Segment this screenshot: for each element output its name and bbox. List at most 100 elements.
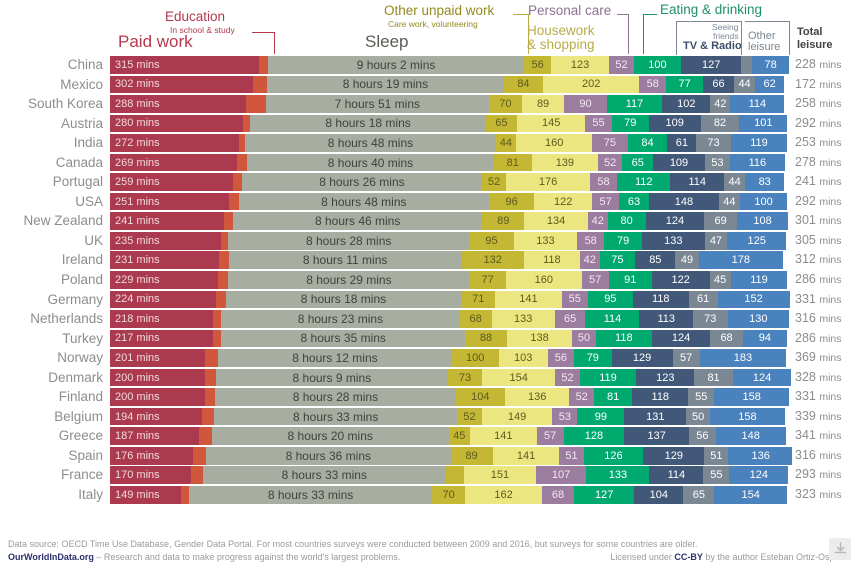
bar-segment-housework-shopping[interactable]: 145: [516, 114, 586, 133]
bar-segment-seeing-friends[interactable]: 45: [709, 271, 731, 289]
bar-segment-sleep[interactable]: 8 hours 48 mins: [238, 192, 489, 211]
table-row[interactable]: Mexico 302 mins 8 hours 19 mins 84 202 58 77 66…: [0, 75, 857, 95]
bar-segment-paid-work[interactable]: 200 mins: [110, 388, 205, 406]
bar-segment-other-unpaid-work[interactable]: 71: [461, 290, 496, 309]
bar-segment-housework-shopping[interactable]: 160: [505, 271, 582, 289]
table-row[interactable]: Netherlands 218 mins 8 hours 23 mins 68 133 6…: [0, 309, 857, 329]
bar-segment-tv-radio[interactable]: 109: [653, 153, 705, 172]
bar-segment-paid-work[interactable]: 200 mins: [110, 368, 205, 387]
bar-segment-paid-work[interactable]: 224 mins: [110, 290, 217, 309]
bar-segment-eating-drinking[interactable]: 118: [595, 329, 652, 348]
bar-segment-other-unpaid-work[interactable]: 52: [457, 407, 482, 426]
bar-segment-housework-shopping[interactable]: 136: [504, 388, 570, 406]
table-row[interactable]: Austria 280 mins 8 hours 18 mins 65 145 55 79 1…: [0, 114, 857, 134]
bar-segment-paid-work[interactable]: 194 mins: [110, 407, 202, 426]
bar-segment-tv-radio[interactable]: 114: [649, 466, 704, 485]
bar-segment-other-unpaid-work[interactable]: 65: [486, 114, 517, 133]
bar-segment-housework-shopping[interactable]: 154: [482, 368, 556, 387]
bar-segment-housework-shopping[interactable]: 122: [534, 192, 593, 211]
bar-segment-other-leisure[interactable]: 154: [714, 486, 788, 504]
bar-segment-eating-drinking[interactable]: 63: [619, 192, 649, 211]
bar-segment-other-unpaid-work[interactable]: 70: [432, 486, 466, 504]
bar-segment-paid-work[interactable]: 241 mins: [110, 212, 225, 230]
bar-segment-seeing-friends[interactable]: 55: [688, 388, 715, 406]
bar-segment-housework-shopping[interactable]: 162: [465, 486, 542, 504]
bar-segment-eating-drinking[interactable]: 77: [666, 75, 703, 94]
bar-segment-tv-radio[interactable]: 124: [651, 329, 711, 348]
table-row[interactable]: China 315 mins 9 hours 2 mins 56 123 52 100 127…: [0, 55, 857, 75]
bar-segment-other-leisure[interactable]: 124: [729, 466, 789, 485]
bar-segment-personal-care[interactable]: 53: [552, 407, 578, 426]
bar-segment-eating-drinking[interactable]: 100: [633, 56, 682, 74]
bar-segment-sleep[interactable]: 8 hours 18 mins: [225, 290, 462, 309]
bar-segment-sleep[interactable]: 8 hours 26 mins: [242, 173, 482, 191]
bar-segment-paid-work[interactable]: 149 mins: [110, 486, 181, 504]
bar-segment-tv-radio[interactable]: 129: [643, 446, 705, 465]
bar-segment-education[interactable]: [204, 388, 216, 406]
bar-segment-personal-care[interactable]: 52: [555, 368, 580, 387]
bar-segment-tv-radio[interactable]: 61: [667, 134, 697, 152]
bar-segment-personal-care[interactable]: 52: [597, 153, 623, 172]
bar-segment-other-unpaid-work[interactable]: 70: [488, 95, 522, 113]
bar-segment-eating-drinking[interactable]: 133: [586, 466, 650, 485]
bar-segment-housework-shopping[interactable]: 141: [492, 446, 560, 465]
bar-segment-other-leisure[interactable]: 100: [739, 192, 788, 211]
bar-segment-education[interactable]: [204, 368, 217, 387]
ccby-link[interactable]: CC-BY: [674, 552, 703, 563]
bar-segment-sleep[interactable]: 8 hours 48 mins: [245, 134, 496, 152]
bar-segment-paid-work[interactable]: 272 mins: [110, 134, 239, 152]
bar-segment-paid-work[interactable]: 288 mins: [110, 95, 247, 113]
bar-segment-other-unpaid-work[interactable]: 73: [447, 368, 483, 387]
table-row[interactable]: Denmark 200 mins 8 hours 9 mins 73 154 52 119 1…: [0, 368, 857, 388]
bar-segment-seeing-friends[interactable]: 42: [710, 95, 731, 113]
bar-segment-sleep[interactable]: 8 hours 28 mins: [228, 231, 469, 250]
bar-segment-seeing-friends[interactable]: 44: [719, 192, 740, 211]
bar-segment-sleep[interactable]: 8 hours 33 mins: [189, 486, 433, 504]
bar-segment-education[interactable]: [198, 427, 212, 445]
bar-segment-other-leisure[interactable]: 119: [730, 134, 788, 152]
bar-segment-housework-shopping[interactable]: 149: [481, 407, 553, 426]
bar-segment-personal-care[interactable]: 51: [559, 446, 584, 465]
bar-segment-other-unpaid-work[interactable]: 95: [468, 231, 514, 250]
bar-segment-education[interactable]: [201, 407, 215, 426]
bar-segment-eating-drinking[interactable]: 127: [574, 486, 635, 504]
bar-segment-seeing-friends[interactable]: 82: [700, 114, 740, 133]
bar-segment-seeing-friends[interactable]: 69: [704, 212, 737, 230]
bar-segment-housework-shopping[interactable]: 151: [464, 466, 536, 485]
bar-segment-education[interactable]: [212, 329, 222, 348]
bar-segment-eating-drinking[interactable]: 80: [607, 212, 646, 230]
bar-segment-sleep[interactable]: 8 hours 19 mins: [267, 75, 504, 94]
bar-segment-tv-radio[interactable]: 104: [634, 486, 684, 504]
bar-segment-sleep[interactable]: 8 hours 36 mins: [206, 446, 451, 465]
table-row[interactable]: Turkey 217 mins 8 hours 35 mins 88 138 50 118 1…: [0, 329, 857, 349]
bar-segment-personal-care[interactable]: 52: [569, 388, 594, 406]
bar-segment-housework-shopping[interactable]: 138: [506, 329, 573, 348]
bar-segment-sleep[interactable]: 8 hours 20 mins: [211, 427, 449, 445]
bar-segment-seeing-friends[interactable]: 55: [703, 466, 730, 485]
table-row[interactable]: Finland 200 mins 8 hours 28 mins 104 136 52 81…: [0, 387, 857, 407]
bar-segment-personal-care[interactable]: 55: [561, 290, 588, 309]
bar-segment-personal-care[interactable]: 58: [576, 231, 605, 250]
table-row[interactable]: India 272 mins 8 hours 48 mins 44 160 75 84 61 7…: [0, 133, 857, 153]
table-row[interactable]: Canada 269 mins 8 hours 40 mins 81 139 52 65 10…: [0, 153, 857, 173]
bar-segment-tv-radio[interactable]: 131: [624, 407, 687, 426]
bar-segment-education[interactable]: [221, 231, 229, 250]
bar-segment-other-leisure[interactable]: 130: [727, 310, 790, 328]
bar-segment-housework-shopping[interactable]: 141: [469, 427, 537, 445]
bar-segment-education[interactable]: [232, 173, 243, 191]
bar-segment-eating-drinking[interactable]: 119: [579, 368, 637, 387]
bar-segment-seeing-friends[interactable]: 47: [704, 231, 728, 250]
bar-segment-seeing-friends[interactable]: 73: [696, 134, 731, 152]
bar-segment-other-leisure[interactable]: 101: [739, 114, 788, 133]
bar-segment-housework-shopping[interactable]: 139: [531, 153, 598, 172]
bar-segment-education[interactable]: [180, 486, 190, 504]
bar-segment-personal-care[interactable]: 58: [589, 173, 618, 191]
bar-segment-education[interactable]: [242, 114, 251, 133]
bar-segment-other-leisure[interactable]: 119: [730, 271, 788, 289]
bar-segment-seeing-friends[interactable]: 50: [686, 407, 710, 426]
bar-segment-sleep[interactable]: 8 hours 28 mins: [215, 388, 456, 406]
bar-segment-paid-work[interactable]: 259 mins: [110, 173, 233, 191]
bar-segment-tv-radio[interactable]: 122: [651, 271, 710, 289]
bar-segment-eating-drinking[interactable]: 84: [627, 134, 668, 152]
bar-segment-seeing-friends[interactable]: 65: [683, 486, 715, 504]
